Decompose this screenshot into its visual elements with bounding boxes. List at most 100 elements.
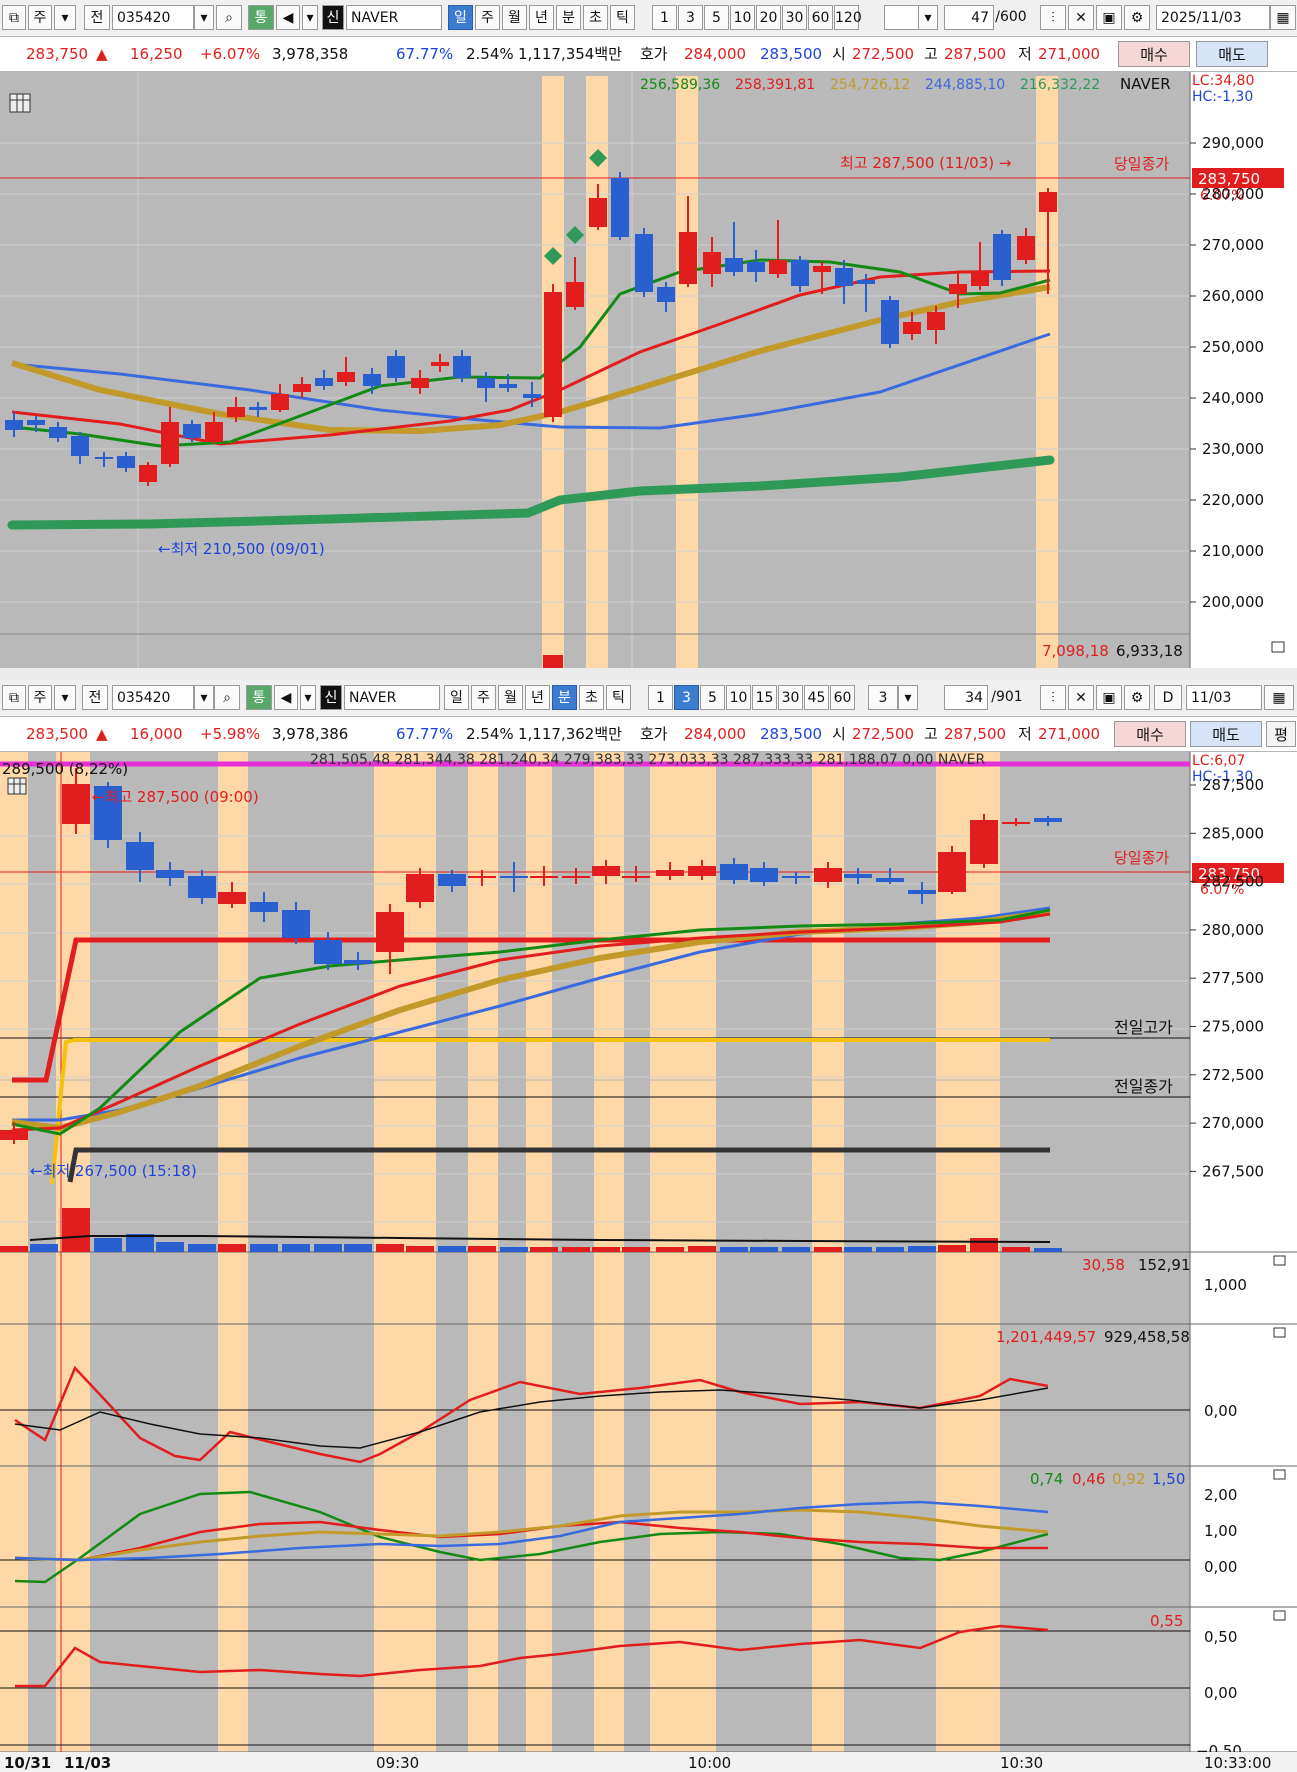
bottom-candle-15 — [500, 876, 528, 878]
period-tab-0[interactable]: 일 — [444, 685, 469, 710]
top-candle-28 — [635, 234, 653, 292]
sound-icon[interactable]: ◀ — [276, 5, 300, 30]
period-tab-5[interactable]: 초 — [583, 5, 608, 30]
open-label: 시 — [832, 45, 846, 63]
period-tab-4[interactable]: 분 — [556, 5, 581, 30]
period-tab-6[interactable]: 틱 — [610, 5, 635, 30]
interval-button-20[interactable]: 20 — [756, 5, 781, 30]
prev-button[interactable]: 전 — [84, 5, 110, 30]
buy-button[interactable]: 매수 — [1118, 41, 1190, 67]
period-tab-3[interactable]: 년 — [525, 685, 550, 710]
period-tab-5[interactable]: 초 — [579, 685, 604, 710]
code-dropdown-icon-2[interactable]: ▾ — [194, 685, 214, 710]
sin-badge-2[interactable]: 신 — [320, 685, 342, 710]
top-candle-46 — [1039, 192, 1057, 212]
interval-button-15[interactable]: 15 — [752, 685, 777, 710]
period-tab-6[interactable]: 틱 — [606, 685, 631, 710]
window-icon-2[interactable]: ⧉ — [2, 685, 26, 710]
sound-dropdown-icon[interactable]: ▾ — [302, 5, 318, 30]
stock-name-field-2[interactable]: NAVER — [344, 685, 440, 710]
sound-dropdown-icon-2[interactable]: ▾ — [300, 685, 316, 710]
search-icon-2[interactable]: ⌕ — [214, 685, 240, 710]
interval-button-5[interactable]: 5 — [700, 685, 725, 710]
period-tab-3[interactable]: 년 — [529, 5, 554, 30]
interval-button-60[interactable]: 60 — [808, 5, 833, 30]
interval-button-3[interactable]: 3 — [678, 5, 703, 30]
sound-icon-2[interactable]: ◀ — [274, 685, 298, 710]
top-pane-close-icon[interactable] — [1271, 641, 1285, 653]
crosshair-tool-icon[interactable]: ✕ — [1068, 5, 1094, 30]
chart-table-icon-2[interactable] — [7, 777, 27, 795]
volume-bar-3 — [94, 1238, 122, 1252]
calendar-icon-2[interactable]: ▦ — [1264, 685, 1294, 710]
bid-price-2: 283,500 — [760, 725, 823, 743]
count-input[interactable]: 47 — [944, 5, 994, 30]
x-label-end-time: 10:33:00 — [1204, 1754, 1271, 1772]
period-tab-1[interactable]: 주 — [471, 685, 496, 710]
volume-bar-24 — [750, 1247, 778, 1252]
date-input[interactable]: 2025/11/03 — [1156, 5, 1270, 30]
interval-button-45[interactable]: 45 — [804, 685, 829, 710]
vol-tick: 1,000 — [1204, 1276, 1247, 1294]
market-select[interactable]: 주 — [28, 5, 52, 30]
interval-combo[interactable]: 3 — [868, 685, 898, 710]
bottom-candle-12 — [406, 874, 434, 902]
market-dropdown-icon-2[interactable]: ▾ — [54, 685, 76, 710]
market-dropdown-icon[interactable]: ▾ — [54, 5, 76, 30]
interval-button-1[interactable]: 1 — [652, 5, 677, 30]
settings-gear-icon-2[interactable]: ⚙ — [1124, 685, 1150, 710]
interval-button-30[interactable]: 30 — [782, 5, 807, 30]
interval-button-60[interactable]: 60 — [830, 685, 855, 710]
stock-code-input-2[interactable]: 035420 — [112, 685, 194, 710]
flat-button[interactable]: 평 — [1266, 721, 1296, 747]
count-input-2[interactable]: 34 — [944, 685, 988, 710]
search-icon[interactable]: ⌕ — [216, 5, 242, 30]
interval-button-30[interactable]: 30 — [778, 685, 803, 710]
daily-candlestick-chart[interactable]: 256,589,36 258,391,81 254,726,12 244,885,10… — [0, 72, 1297, 668]
top-candle-36 — [813, 266, 831, 272]
save-icon-2[interactable]: ▣ — [1096, 685, 1122, 710]
bottom-candle-22 — [720, 864, 748, 880]
stock-code-input[interactable]: 035420 — [112, 5, 194, 30]
market-select-2[interactable]: 주 — [28, 685, 52, 710]
d-checkbox[interactable]: D — [1154, 685, 1182, 710]
window-icon[interactable]: ⧉ — [2, 5, 26, 30]
period-tab-2[interactable]: 월 — [502, 5, 527, 30]
candle-tool-icon[interactable]: ⫶ — [1040, 5, 1066, 30]
save-icon[interactable]: ▣ — [1096, 5, 1122, 30]
buy-button-2[interactable]: 매수 — [1114, 721, 1186, 747]
interval-button-10[interactable]: 10 — [730, 5, 755, 30]
interval-combo-dropdown-icon[interactable]: ▾ — [898, 685, 918, 710]
sin-badge[interactable]: 신 — [322, 5, 344, 30]
settings-gear-icon[interactable]: ⚙ — [1124, 5, 1150, 30]
period-tab-4[interactable]: 분 — [552, 685, 577, 710]
date-input-2[interactable]: 11/03 — [1186, 685, 1262, 710]
volume-bar-20 — [622, 1247, 650, 1252]
period-tab-2[interactable]: 월 — [498, 685, 523, 710]
period-tab-1[interactable]: 주 — [475, 5, 500, 30]
tong-button[interactable]: 통 — [248, 5, 274, 30]
volume-bar-19 — [592, 1247, 620, 1252]
crosshair-tool-icon-2[interactable]: ✕ — [1068, 685, 1094, 710]
empty-combo-dropdown-icon[interactable]: ▾ — [918, 5, 938, 30]
prev-button-2[interactable]: 전 — [82, 685, 108, 710]
chart-table-icon[interactable] — [9, 93, 31, 113]
tong-button-2[interactable]: 통 — [246, 685, 272, 710]
top-candle-39 — [881, 300, 899, 344]
sell-button-2[interactable]: 매도 — [1190, 721, 1262, 747]
interval-button-5[interactable]: 5 — [704, 5, 729, 30]
pane-close-icons[interactable] — [1273, 1255, 1286, 1621]
sell-button[interactable]: 매도 — [1196, 41, 1268, 67]
code-dropdown-icon[interactable]: ▾ — [194, 5, 214, 30]
stock-name-field[interactable]: NAVER — [346, 5, 442, 30]
candle-tool-icon-2[interactable]: ⫶ — [1040, 685, 1066, 710]
interval-button-10[interactable]: 10 — [726, 685, 751, 710]
interval-button-1[interactable]: 1 — [648, 685, 673, 710]
period-tab-0[interactable]: 일 — [448, 5, 473, 30]
interval-button-3[interactable]: 3 — [674, 685, 699, 710]
calendar-icon[interactable]: ▦ — [1270, 5, 1296, 30]
minute-candlestick-chart[interactable]: 289,500 (8,22%) 281,505,48 281,344,38 28… — [0, 752, 1297, 1772]
quote-label: 호가 — [640, 45, 668, 63]
interval-button-120[interactable]: 120 — [834, 5, 862, 30]
